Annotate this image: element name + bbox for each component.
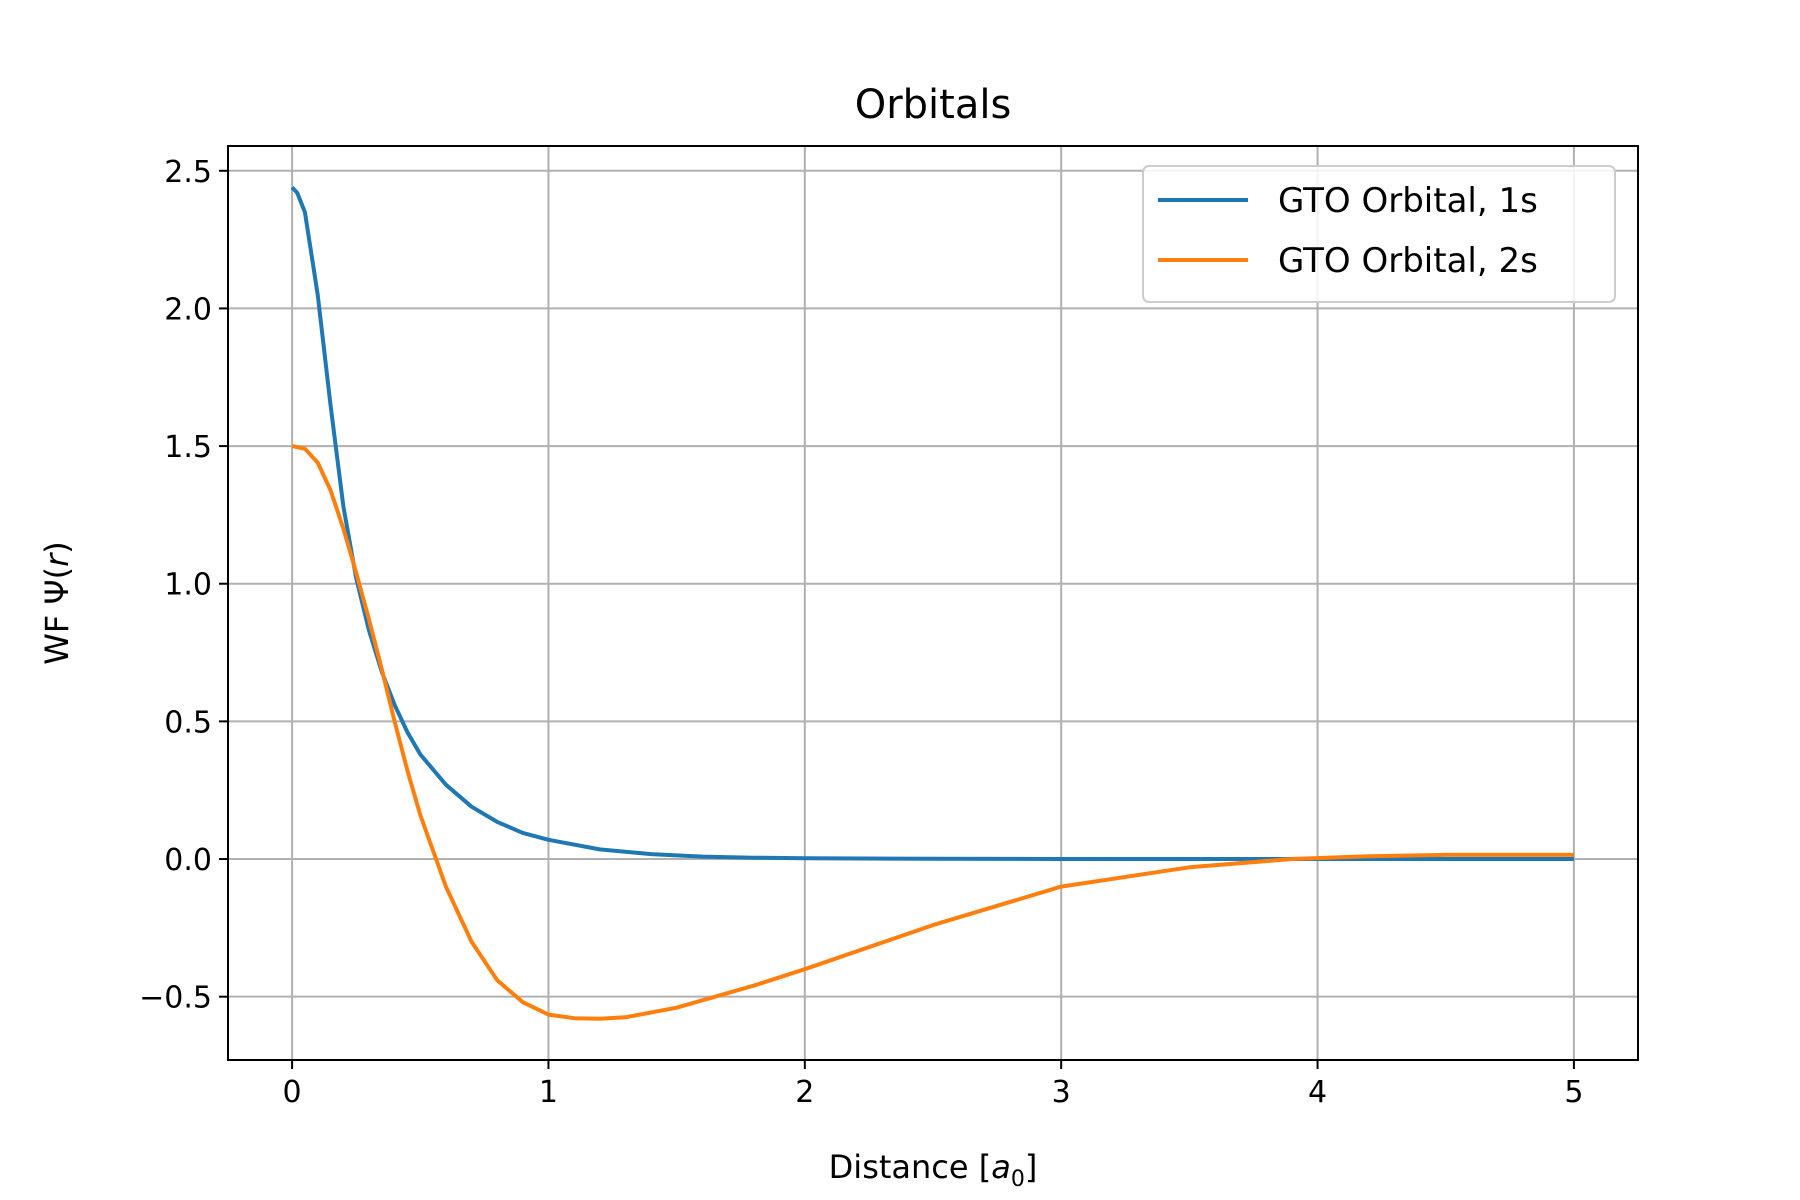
x-tick-label: 1	[539, 1075, 558, 1110]
y-tick-label: 1.0	[164, 568, 212, 603]
series-line-1s	[290, 185, 1574, 861]
y-tick-label: −0.5	[139, 981, 212, 1016]
series-line-2s	[291, 444, 1574, 1021]
x-axis-title: Distance [a0]	[829, 1148, 1038, 1192]
y-tick-label: 0.0	[164, 843, 212, 878]
legend: GTO Orbital, 1s GTO Orbital, 2s	[1142, 165, 1616, 303]
y-tick-label: 0.5	[164, 705, 212, 740]
legend-label-1s: GTO Orbital, 1s	[1278, 181, 1538, 221]
y-tick-label: 2.5	[164, 155, 212, 190]
y-tick-label: 2.0	[164, 292, 212, 327]
x-tick-label: 0	[283, 1075, 302, 1110]
plot-lines	[290, 185, 1574, 1021]
y-axis-title: WF Ψ(r)	[38, 541, 76, 665]
axis-ticks: 0 1 2 3 4 5 −0.5 0.0 0.5 1.0 1.5 2.0 2.5	[139, 155, 1583, 1110]
plot-area-frame	[227, 145, 1639, 1061]
x-tick-label: 5	[1564, 1075, 1583, 1110]
legend-label-2s: GTO Orbital, 2s	[1278, 241, 1538, 281]
x-tick-label: 4	[1308, 1075, 1327, 1110]
chart-title: Orbitals	[855, 82, 1012, 128]
grid-lines	[228, 146, 1638, 1060]
x-tick-label: 3	[1052, 1075, 1071, 1110]
x-tick-label: 2	[795, 1075, 814, 1110]
legend-box	[1142, 165, 1616, 303]
y-tick-label: 1.5	[164, 430, 212, 465]
